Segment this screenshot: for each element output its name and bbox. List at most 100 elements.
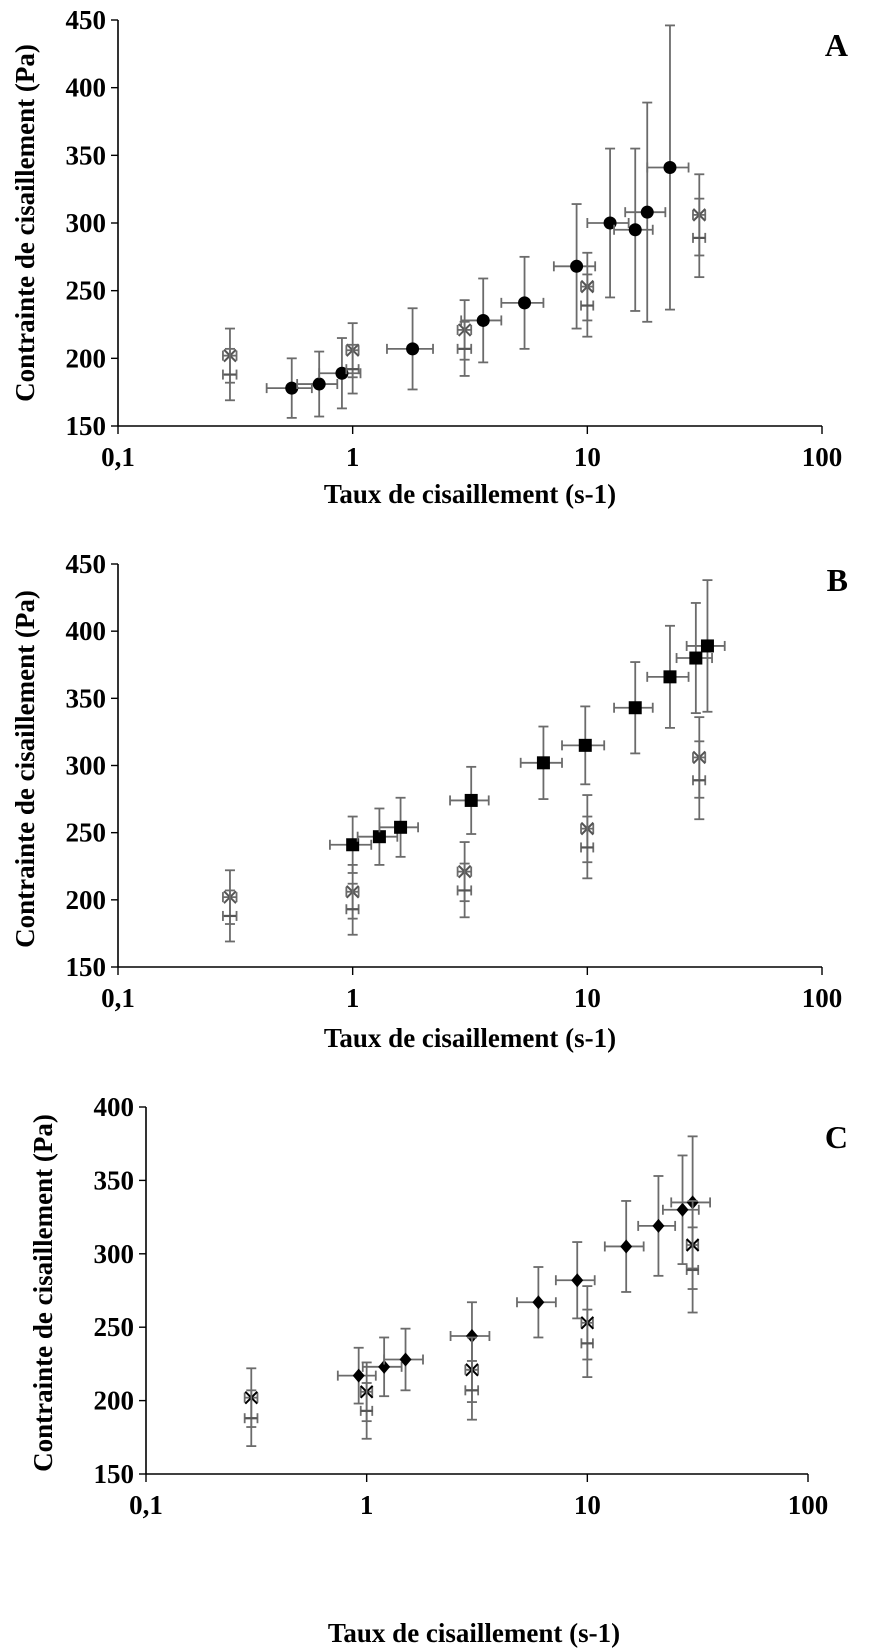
y-tick-label: 200: [66, 885, 107, 915]
square-marker: [394, 820, 408, 834]
x-tick-label: 10: [574, 1490, 601, 1520]
y-tick-label: 300: [66, 208, 107, 238]
data-point: [464, 1360, 480, 1421]
data-point: [460, 277, 503, 364]
y-tick-label: 200: [94, 1386, 135, 1416]
data-point: [222, 347, 238, 402]
series-diamond: [336, 1135, 711, 1405]
square-marker: [628, 701, 642, 715]
data-point: [361, 1336, 403, 1398]
data-point: [329, 815, 373, 874]
series-dash: [222, 197, 707, 402]
square-marker: [578, 738, 592, 752]
circle-marker: [476, 313, 490, 327]
data-point: [580, 273, 595, 338]
circle-marker: [406, 342, 420, 356]
circle-marker: [628, 223, 642, 237]
y-tick-label: 250: [66, 818, 107, 848]
y-tick-label: 350: [66, 140, 107, 170]
circle-marker: [640, 205, 654, 219]
data-point: [222, 889, 238, 943]
data-point: [580, 815, 595, 880]
y-tick-label: 150: [94, 1459, 135, 1489]
data-point: [675, 602, 713, 715]
circle-marker: [312, 377, 326, 391]
data-point: [359, 1382, 374, 1440]
plot-area: [243, 1135, 711, 1448]
y-tick-label: 250: [66, 276, 107, 306]
square-marker: [536, 756, 550, 770]
panel-label: B: [827, 562, 848, 598]
data-point: [561, 705, 606, 786]
panel-label: A: [825, 27, 848, 63]
x-axis-label: Taux de cisaillement (s-1): [328, 1618, 620, 1648]
circle-marker: [335, 366, 349, 380]
y-axis-label: Contrainte de cisaillement (Pa): [28, 1114, 58, 1472]
data-point: [552, 203, 597, 330]
square-marker: [689, 651, 703, 665]
data-point: [449, 765, 490, 835]
data-point: [345, 882, 360, 936]
diamond-marker: [676, 1202, 689, 1217]
data-point: [646, 624, 690, 729]
data-point: [586, 147, 630, 299]
square-marker: [346, 838, 360, 852]
y-tick-label: 300: [94, 1239, 135, 1269]
circle-marker: [570, 259, 584, 273]
y-axis-label: Contrainte de cisaillement (Pa): [10, 44, 40, 402]
data-point: [613, 661, 654, 755]
x-axis-label: Taux de cisaillement (s-1): [324, 479, 616, 509]
chart-panel-b: B Contrainte de cisaillement (Pa) Taux d…: [10, 549, 848, 1053]
x-tick-label: 0,1: [101, 442, 135, 472]
series-circle: [265, 24, 690, 419]
chart-panel-c: C Contrainte de cisaillement (Pa) Taux d…: [28, 1092, 848, 1648]
x-axis-label: Taux de cisaillement (s-1): [324, 1023, 616, 1053]
y-tick-label: 450: [66, 5, 107, 35]
data-point: [692, 740, 707, 821]
x-tick-label: 1: [346, 983, 360, 1013]
axes: 150 200 250 300 350 400 450 0,1 1 10 100: [66, 549, 843, 1013]
diamond-marker: [652, 1218, 665, 1233]
y-tick-label: 400: [66, 73, 107, 103]
square-marker: [372, 830, 386, 844]
plot-area: [222, 579, 726, 943]
square-marker: [464, 793, 478, 807]
data-point: [336, 1346, 377, 1405]
series-dash: [222, 740, 707, 943]
data-point: [516, 1266, 557, 1339]
circle-marker: [518, 296, 532, 310]
data-point: [386, 307, 434, 391]
data-point: [378, 796, 419, 858]
y-tick-label: 300: [66, 751, 107, 781]
diamond-marker: [352, 1368, 365, 1383]
x-tick-label: 100: [802, 442, 843, 472]
y-tick-label: 250: [94, 1312, 135, 1342]
diamond-marker: [571, 1273, 584, 1288]
plot-area: [222, 24, 707, 419]
panel-label: C: [825, 1119, 848, 1155]
data-point: [646, 24, 690, 311]
y-tick-label: 200: [66, 343, 107, 373]
diamond-marker: [465, 1329, 478, 1344]
data-point: [692, 197, 707, 279]
square-marker: [700, 639, 714, 653]
x-tick-label: 100: [788, 1490, 829, 1520]
x-tick-label: 0,1: [101, 983, 135, 1013]
x-tick-label: 1: [360, 1490, 374, 1520]
data-point: [685, 1226, 700, 1314]
data-point: [603, 1200, 645, 1293]
data-point: [456, 862, 473, 919]
y-tick-label: 150: [66, 952, 107, 982]
circle-marker: [285, 381, 299, 395]
y-tick-label: 150: [66, 411, 107, 441]
x-tick-label: 10: [574, 983, 601, 1013]
diamond-marker: [620, 1239, 633, 1254]
data-point: [500, 255, 545, 350]
diamond-marker: [399, 1352, 412, 1367]
data-point: [356, 807, 399, 866]
y-tick-label: 350: [66, 683, 107, 713]
data-point: [449, 1301, 491, 1371]
data-point: [318, 337, 362, 410]
axes: 150 200 250 300 350 400 0,1 1 10 100: [94, 1092, 829, 1520]
